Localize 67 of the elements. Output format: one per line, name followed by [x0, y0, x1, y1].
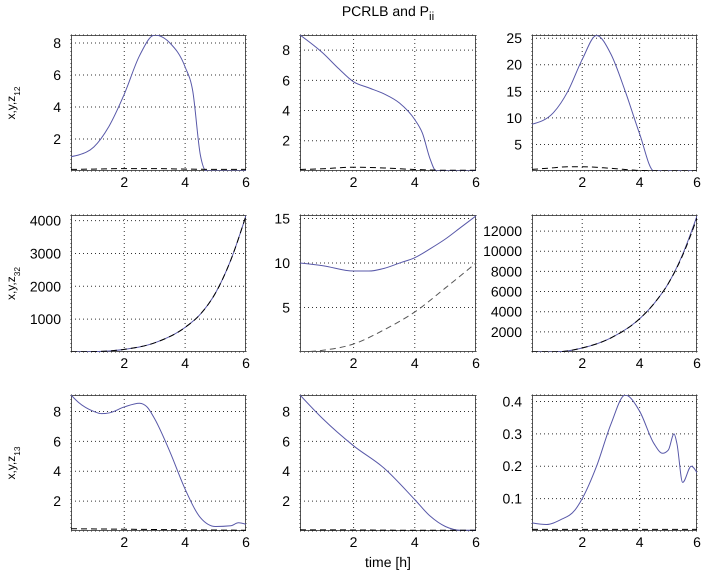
- x-tick-label: 4: [181, 534, 190, 550]
- y-tick-label: 6: [282, 433, 290, 450]
- x-tick-label: 4: [410, 174, 419, 190]
- y-tick-label: 2: [53, 130, 62, 147]
- y-tick-label: 4000: [490, 304, 522, 320]
- y-tick-label: 5: [282, 299, 290, 316]
- y-tick-label: 20: [506, 56, 522, 73]
- x-tick-label: 6: [242, 354, 250, 371]
- y-tick-label: 4: [53, 463, 62, 480]
- x-tick-label: 6: [693, 354, 702, 371]
- x-tick-label: 2: [120, 174, 128, 190]
- x-tick-label: 4: [181, 174, 190, 190]
- x-tick-label: 4: [636, 354, 644, 371]
- x-tick-label: 4: [410, 354, 419, 371]
- y-tick-label: 2: [282, 493, 290, 510]
- x-tick-label: 4: [636, 534, 644, 550]
- y-tick-label: 12000: [483, 223, 522, 240]
- y-tick-label: 4: [53, 98, 62, 115]
- y-tick-label: 4: [282, 102, 290, 119]
- x-tick-label: 6: [242, 174, 250, 190]
- y-tick-label: 10: [274, 255, 290, 272]
- x-tick-label: 2: [120, 354, 128, 371]
- y-tick-label: 6: [53, 66, 62, 83]
- x-tick-label: 6: [472, 354, 480, 371]
- y-tick-label: 5: [514, 136, 522, 152]
- x-tick-label: 4: [181, 354, 190, 371]
- y-tick-label: 8: [282, 42, 290, 58]
- y-tick-label: 2000: [30, 278, 62, 294]
- y-tick-label: 6: [282, 72, 290, 88]
- y-tick-label: 8: [53, 34, 62, 51]
- x-tick-label: 6: [693, 534, 702, 550]
- y-tick-label: 10: [506, 110, 522, 126]
- x-tick-label: 2: [350, 174, 358, 190]
- y-tick-label: 2: [282, 132, 290, 149]
- x-tick-label: 2: [350, 534, 358, 550]
- y-tick-label: 15: [506, 83, 522, 100]
- x-tick-label: 2: [578, 534, 586, 550]
- x-axis-title: time [h]: [365, 554, 411, 570]
- chart-title: PCRLB and P$_{ii}$: [340, 3, 436, 23]
- y-tick-label: 0.4: [502, 393, 522, 410]
- x-tick-label: 6: [242, 534, 250, 550]
- y-tick-label: 8: [53, 403, 62, 420]
- x-tick-label: 6: [472, 534, 480, 550]
- x-tick-label: 6: [472, 174, 480, 190]
- y-tick-label: 3000: [30, 245, 62, 262]
- x-tick-label: 4: [410, 534, 419, 550]
- y-tick-label: 4: [282, 463, 290, 480]
- y-tick-label: 0.3: [502, 426, 522, 442]
- y-tick-label: 2: [53, 493, 62, 510]
- y-tick-label: 0.1: [502, 490, 522, 507]
- x-tick-label: 2: [350, 354, 358, 371]
- y-tick-label: 15: [274, 210, 290, 227]
- y-tick-label: 0.2: [502, 458, 522, 474]
- x-tick-label: 4: [636, 174, 644, 190]
- y-tick-label: 8000: [490, 263, 522, 280]
- x-tick-label: 2: [120, 534, 128, 550]
- y-tick-label: 2000: [490, 324, 522, 340]
- x-tick-label: 2: [578, 174, 586, 190]
- x-tick-label: 6: [693, 174, 702, 190]
- y-tick-label: 10000: [483, 243, 522, 260]
- y-tick-label: 1000: [30, 311, 62, 328]
- y-tick-label: 6: [53, 433, 62, 450]
- y-tick-label: 4000: [30, 212, 62, 229]
- x-tick-label: 2: [578, 354, 586, 371]
- y-tick-label: 6000: [490, 284, 522, 300]
- y-tick-label: 8: [282, 403, 290, 420]
- y-tick-label: 25: [506, 30, 522, 46]
